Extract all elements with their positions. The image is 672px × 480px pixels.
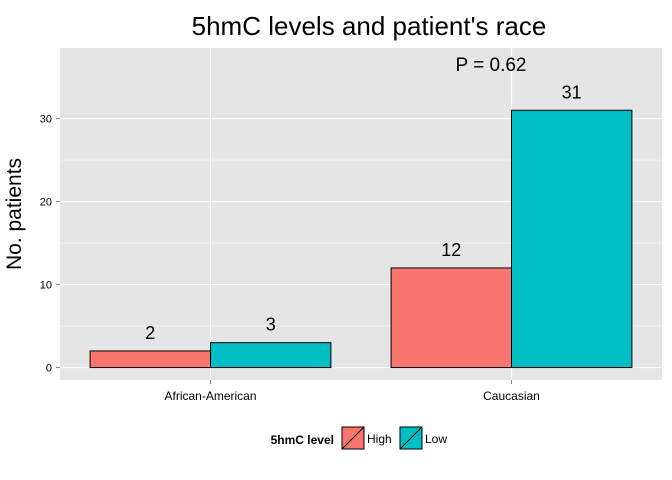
bar-value-labels: 2 12 3 31	[145, 82, 581, 343]
y-tick-label: 20	[40, 197, 52, 209]
x-axis: African-American Caucasian	[164, 380, 540, 403]
bar-high-1	[89, 350, 211, 369]
x-tick-label: African-American	[164, 389, 256, 403]
legend-title: 5hmC level	[271, 433, 334, 447]
p-value-annotation: P = 0.62	[456, 55, 527, 76]
y-tick-label: 30	[40, 114, 52, 126]
legend-key-low	[399, 426, 423, 450]
y-axis: 0 10 20 30	[40, 114, 60, 375]
bar-value-label: 2	[145, 323, 155, 343]
y-tick-label: 10	[40, 280, 52, 292]
y-tick-label: 0	[46, 363, 52, 375]
x-tick-label: Caucasian	[483, 389, 540, 403]
bar-low-1	[210, 342, 332, 369]
bar-high-2	[390, 267, 513, 369]
bar-value-label: 31	[562, 82, 582, 102]
legend-label: High	[367, 432, 392, 446]
chart-title: 5hmC levels and patient's race	[192, 11, 547, 41]
legend-key-high	[341, 426, 365, 450]
legend-label: Low	[425, 432, 447, 446]
bar-value-label: 3	[266, 315, 276, 335]
bars	[89, 109, 633, 369]
bar-value-label: 12	[441, 240, 461, 260]
y-axis-title: No. patients	[3, 158, 26, 270]
bar-low-2	[511, 109, 633, 369]
legend: 5hmC level High Low	[271, 426, 447, 450]
